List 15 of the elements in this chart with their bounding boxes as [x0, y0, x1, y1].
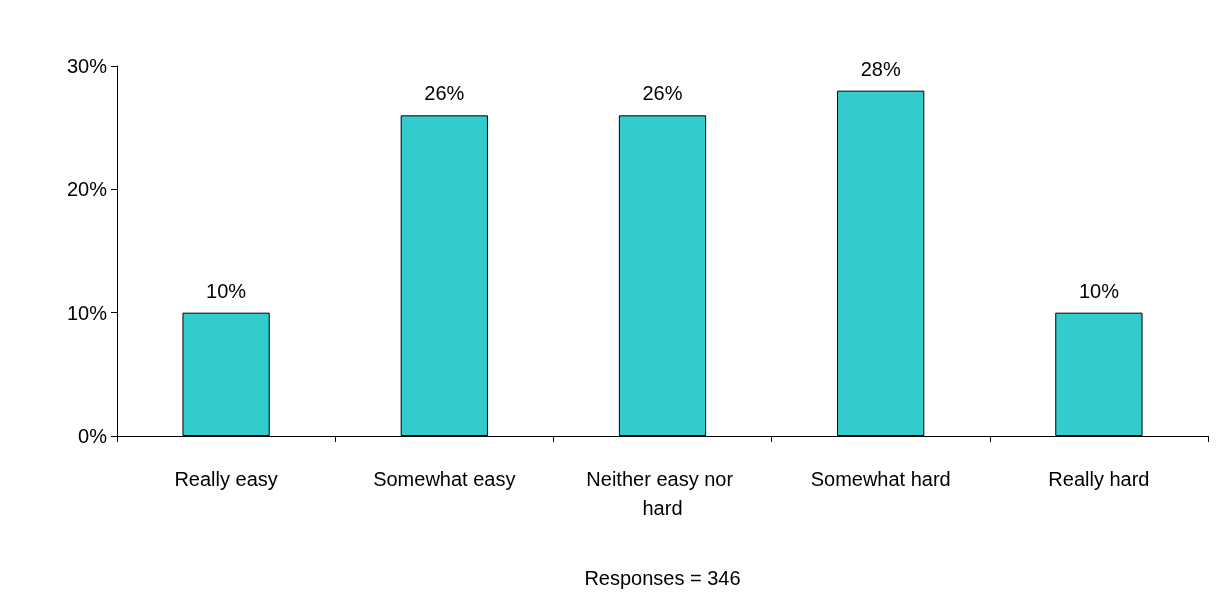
data-label: 10%: [206, 279, 247, 302]
y-tick-label: 20%: [66, 178, 108, 201]
y-tick-label: 10%: [66, 301, 108, 324]
data-label: 28%: [860, 57, 901, 80]
x-tick-label: Neither easy nor hard: [586, 467, 739, 519]
data-label: 26%: [642, 82, 683, 105]
x-tick-label: Really hard: [1048, 467, 1150, 490]
x-tick-label: Really easy: [174, 467, 278, 490]
data-label: 10%: [1078, 279, 1120, 302]
y-tick-label: 0%: [78, 425, 108, 447]
data-label: 26%: [424, 82, 465, 105]
x-tick-label: Somewhat easy: [373, 467, 516, 490]
x-tick-label: Somewhat hard: [810, 467, 951, 490]
y-tick-label: 30%: [66, 55, 108, 77]
x-axis-title: Responses = 346: [584, 567, 741, 589]
